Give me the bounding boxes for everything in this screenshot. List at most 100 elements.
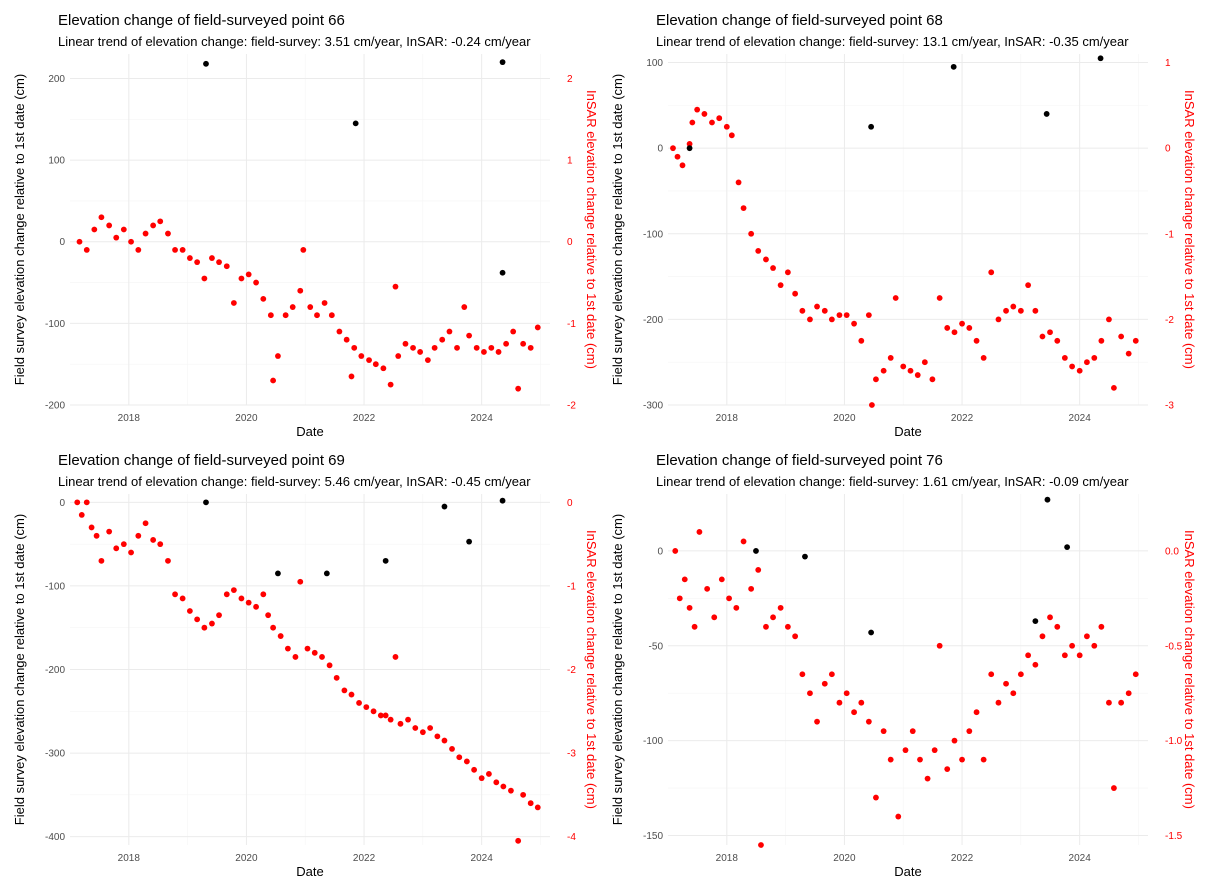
insar-point	[135, 247, 142, 253]
insar-point	[980, 756, 987, 763]
insar-point	[1118, 333, 1125, 340]
insar-point	[740, 205, 747, 212]
insar-point	[873, 794, 879, 801]
insar-point	[1125, 690, 1132, 697]
insar-point	[410, 344, 416, 351]
insar-point	[755, 566, 762, 573]
insar-point	[321, 300, 328, 306]
insar-point	[412, 725, 419, 731]
y2-axis-title: InSAR elevation change relative to 1st d…	[1182, 530, 1197, 809]
insar-point	[135, 532, 142, 539]
insar-point	[417, 349, 424, 355]
insar-point	[300, 247, 307, 253]
insar-point	[83, 247, 90, 253]
chart-subtitle: Linear trend of elevation change: field-…	[656, 34, 1129, 49]
y-tick-label: -200	[45, 401, 65, 412]
y2-tick-label: -1.5	[1165, 831, 1183, 842]
insar-point	[1003, 680, 1009, 687]
y-axis-title: Field survey elevation change relative t…	[610, 514, 625, 825]
x-tick-label: 2024	[1069, 853, 1092, 864]
insar-point	[488, 344, 495, 351]
insar-point	[333, 674, 340, 681]
y-tick-label: 0	[59, 237, 65, 248]
insar-point	[711, 614, 718, 621]
x-tick-label: 2022	[951, 413, 974, 424]
insar-point	[1111, 785, 1117, 791]
insar-point	[172, 591, 178, 598]
insar-point	[172, 247, 178, 253]
insar-point	[799, 671, 806, 678]
insar-point	[527, 800, 534, 807]
y-axis-title: Field survey elevation change relative t…	[12, 514, 27, 825]
insar-point	[980, 355, 987, 361]
insar-point	[900, 363, 907, 370]
insar-point	[515, 837, 522, 844]
insar-point	[405, 716, 411, 723]
insar-point	[186, 608, 193, 614]
field-survey-point	[950, 63, 957, 70]
x-tick-label: 2024	[471, 413, 494, 424]
insar-point	[1132, 337, 1139, 344]
insar-point	[201, 624, 208, 631]
insar-point	[748, 230, 755, 237]
insar-point	[1061, 355, 1068, 361]
insar-point	[304, 645, 311, 652]
insar-point	[723, 123, 730, 130]
insar-point	[951, 329, 958, 336]
insar-point	[348, 691, 355, 698]
x-axis-title: Date	[296, 864, 323, 879]
insar-point	[728, 132, 735, 139]
insar-point	[784, 623, 791, 630]
y-tick-label: -400	[45, 832, 65, 843]
insar-point	[93, 532, 100, 539]
insar-point	[454, 344, 460, 351]
insar-point	[478, 775, 485, 782]
insar-point	[851, 709, 857, 716]
insar-point	[314, 312, 320, 319]
insar-point	[216, 612, 222, 619]
insar-point	[297, 287, 304, 294]
insar-point	[836, 699, 843, 706]
insar-point	[245, 599, 252, 606]
insar-point	[880, 367, 887, 374]
insar-point	[253, 279, 259, 286]
insar-point	[1106, 699, 1112, 706]
insar-point	[328, 312, 335, 319]
insar-point	[1010, 303, 1017, 310]
insar-point	[696, 529, 703, 535]
y2-tick-label: 0	[1165, 144, 1171, 155]
insar-point	[944, 766, 951, 773]
insar-point	[704, 585, 711, 592]
insar-point	[686, 604, 693, 611]
y-tick-label: 0	[657, 546, 663, 557]
insar-point	[534, 804, 541, 811]
x-tick-label: 2022	[353, 413, 376, 424]
insar-point	[270, 377, 277, 384]
insar-point	[799, 307, 806, 314]
insar-point	[770, 265, 776, 271]
y-axis-title: Field survey elevation change relative t…	[12, 74, 27, 385]
insar-point	[493, 779, 500, 786]
insar-point	[260, 591, 267, 598]
insar-point	[392, 654, 399, 660]
insar-point	[463, 758, 470, 765]
insar-point	[186, 255, 193, 261]
x-tick-label: 2020	[235, 413, 258, 424]
insar-point	[397, 720, 404, 727]
insar-point	[343, 336, 350, 343]
insar-point	[865, 312, 872, 319]
insar-point	[230, 300, 237, 306]
insar-point	[936, 295, 943, 301]
insar-point	[726, 595, 732, 602]
y2-tick-label: -3	[567, 749, 576, 760]
insar-point	[1084, 633, 1090, 640]
insar-point	[363, 704, 370, 711]
y2-tick-label: -3	[1165, 401, 1174, 412]
x-axis-title: Date	[894, 864, 921, 879]
insar-point	[1132, 671, 1139, 678]
insar-point	[267, 312, 274, 319]
insar-point	[1025, 282, 1032, 289]
field-survey-point	[868, 123, 875, 130]
insar-point	[931, 747, 938, 754]
